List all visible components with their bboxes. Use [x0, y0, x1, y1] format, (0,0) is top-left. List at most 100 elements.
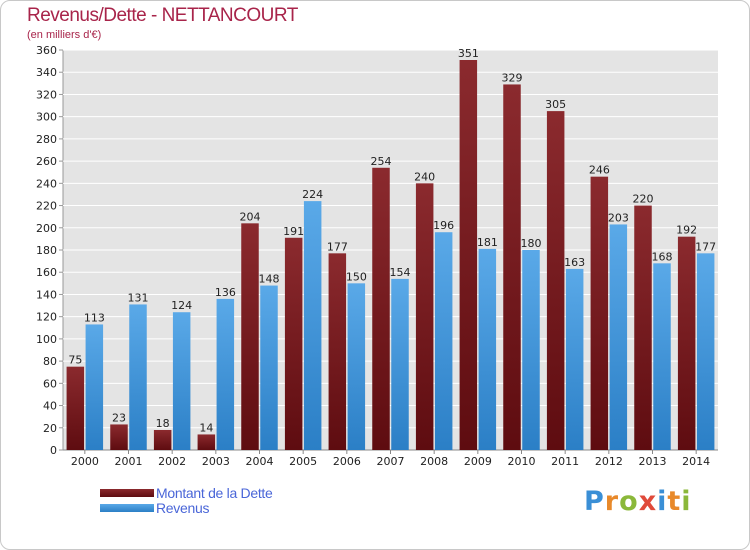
value-label-revenue: 148 [259, 273, 280, 286]
x-tick-label: 2011 [551, 455, 579, 468]
bar-revenue [303, 201, 322, 450]
bar-debt [328, 253, 347, 450]
y-tick-label: 20 [43, 422, 57, 435]
value-label-revenue: 181 [477, 236, 498, 249]
proxiti-logo: Proxiti [584, 486, 692, 517]
legend-item-revenue: Revenus [100, 500, 273, 516]
value-label-revenue: 203 [608, 211, 629, 224]
y-tick-label: 160 [36, 266, 57, 279]
bar-revenue [391, 278, 409, 450]
bar-debt [677, 236, 696, 450]
x-tick-label: 2006 [333, 455, 361, 468]
value-label-debt: 14 [199, 421, 213, 434]
x-tick-label: 2005 [289, 455, 317, 468]
value-label-debt: 204 [240, 210, 261, 223]
value-label-debt: 75 [68, 354, 82, 367]
x-tick-label: 2002 [158, 455, 186, 468]
bar-revenue [609, 224, 628, 450]
x-tick-label: 2004 [246, 455, 274, 468]
value-label-revenue: 168 [652, 250, 673, 263]
bar-revenue [129, 304, 147, 450]
logo-letter: r [604, 486, 620, 517]
x-tick-label: 2012 [595, 455, 623, 468]
y-tick-label: 100 [36, 333, 57, 346]
value-label-debt: 220 [633, 193, 654, 206]
y-tick-label: 260 [36, 155, 57, 168]
value-label-debt: 329 [502, 71, 523, 84]
logo-letter: x [638, 486, 658, 517]
bar-debt [415, 183, 434, 451]
bar-debt [284, 237, 303, 450]
bar-debt [66, 366, 85, 450]
value-label-debt: 191 [283, 225, 304, 238]
bar-revenue [216, 298, 235, 450]
y-tick-label: 280 [36, 133, 57, 146]
y-tick-label: 0 [50, 444, 57, 457]
bar-debt [153, 430, 172, 450]
value-label-revenue: 154 [390, 266, 411, 279]
y-tick-label: 340 [36, 66, 57, 79]
value-label-debt: 305 [545, 98, 566, 111]
bar-revenue [478, 248, 497, 450]
value-label-revenue: 180 [521, 237, 542, 250]
y-tick-label: 360 [36, 44, 57, 57]
x-tick-label: 2000 [71, 455, 99, 468]
bar-revenue [565, 268, 584, 450]
value-label-debt: 23 [112, 411, 126, 424]
y-tick-label: 200 [36, 222, 57, 235]
x-tick-label: 2001 [115, 455, 143, 468]
y-tick-label: 80 [43, 355, 57, 368]
bar-debt [372, 167, 390, 450]
y-tick-label: 140 [36, 288, 57, 301]
x-tick-label: 2008 [420, 455, 448, 468]
x-tick-label: 2010 [508, 455, 536, 468]
x-tick-label: 2013 [639, 455, 667, 468]
value-label-revenue: 177 [695, 240, 716, 253]
x-tick-label: 2007 [377, 455, 405, 468]
logo-letter: i [657, 486, 668, 517]
y-axis-ticks: 0 20 40 60 80 100 120 140 160 180 200 220 240 260 280 3… [36, 44, 63, 457]
bars [66, 60, 715, 451]
x-tick-label: 2009 [464, 455, 492, 468]
bar-revenue [85, 324, 104, 450]
y-tick-label: 180 [36, 244, 57, 257]
y-tick-label: 320 [36, 88, 57, 101]
x-axis-ticks: 2000 2001 2002 2003 2004 2005 2006 2007 2008 2009… [71, 450, 710, 468]
value-labels: 75 113 23 131 18 124 14 136 204 148 191 224 177 150 25… [68, 47, 716, 434]
value-label-debt: 254 [371, 155, 392, 168]
legend-item-debt: Montant de la Dette [100, 485, 273, 501]
logo-letter: P [584, 486, 605, 517]
bar-debt [634, 205, 652, 450]
value-label-debt: 246 [589, 164, 610, 177]
value-label-revenue: 124 [171, 299, 192, 312]
value-label-debt: 192 [676, 224, 697, 237]
y-tick-label: 60 [43, 377, 57, 390]
bar-debt [546, 111, 565, 450]
bar-debt [241, 223, 259, 450]
bar-revenue [347, 283, 366, 450]
logo-letter: t [667, 486, 682, 517]
bar-revenue [260, 285, 278, 450]
y-tick-label: 300 [36, 111, 57, 124]
y-tick-label: 120 [36, 311, 57, 324]
logo-letter: i [681, 486, 692, 517]
bar-revenue [434, 232, 453, 450]
legend: Montant de la Dette Revenus [100, 485, 273, 516]
logo-letter: o [619, 486, 639, 517]
bar-debt [590, 176, 609, 450]
bar-revenue [172, 312, 191, 450]
y-tick-label: 240 [36, 177, 57, 190]
x-tick-label: 2014 [682, 455, 710, 468]
value-label-revenue: 224 [302, 188, 323, 201]
bar-debt [110, 424, 128, 450]
x-tick-label: 2003 [202, 455, 230, 468]
gridlines [63, 49, 718, 429]
bar-debt [197, 434, 216, 450]
value-label-revenue: 150 [346, 270, 367, 283]
bar-revenue [696, 253, 715, 450]
value-label-debt: 177 [327, 240, 348, 253]
bar-revenue [653, 263, 671, 450]
value-label-revenue: 113 [84, 311, 105, 324]
value-label-debt: 18 [156, 417, 170, 430]
